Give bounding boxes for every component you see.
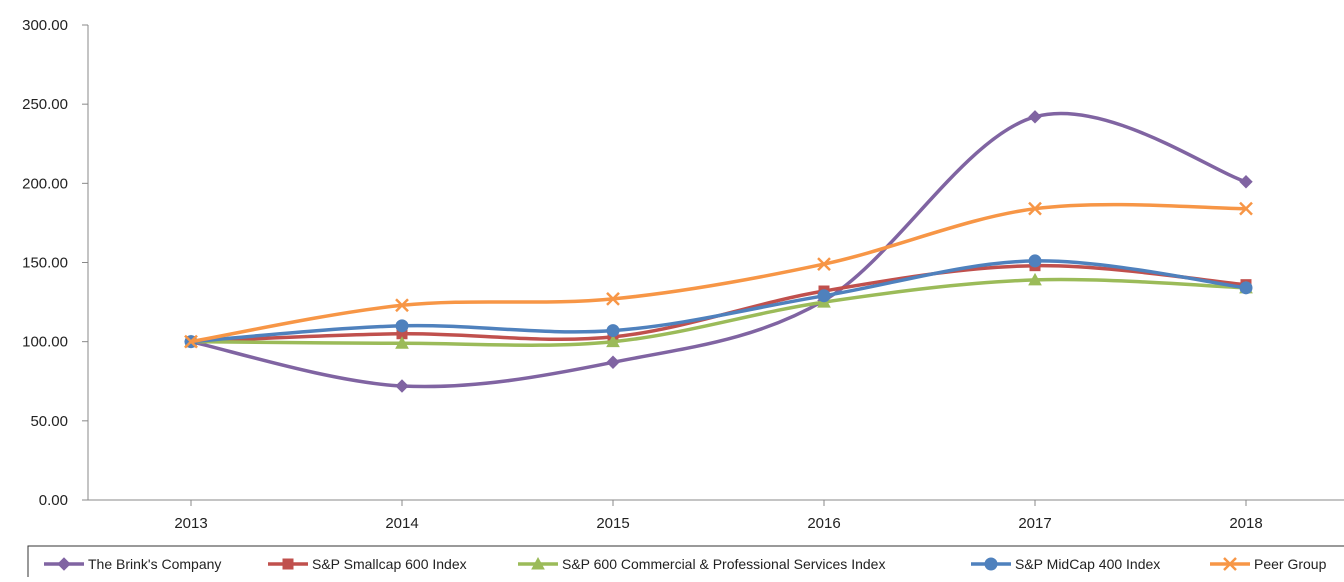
legend-label: S&P Smallcap 600 Index — [312, 556, 467, 572]
series-group — [184, 110, 1253, 393]
x-tick-label: 2015 — [596, 515, 629, 532]
axes: 0.00 50.00 100.00 150.00 200.00 250.00 300.00 2… — [22, 17, 1344, 532]
legend-label: S&P MidCap 400 Index — [1015, 556, 1160, 572]
series-line — [190, 259, 1247, 344]
data-point — [1239, 175, 1253, 189]
series-line — [190, 263, 1247, 344]
y-tick-label: 150.00 — [22, 255, 68, 272]
x-marker-stroke — [1223, 557, 1237, 571]
x-marker-stroke — [606, 292, 620, 306]
legend-item: Peer Group — [1210, 556, 1327, 572]
legend-swatch-marker — [531, 556, 545, 570]
x-marker-stroke — [395, 298, 409, 313]
legend-label: S&P 600 Commercial & Professional Servic… — [562, 556, 885, 572]
x-tick-label: 2017 — [1018, 515, 1051, 532]
x-marker-stroke — [184, 334, 198, 349]
series-1 — [185, 260, 1252, 348]
legend-item: S&P MidCap 400 Index — [971, 556, 1160, 572]
data-point — [184, 334, 198, 349]
data-point — [395, 319, 409, 333]
y-tick-label: 300.00 — [22, 17, 68, 34]
data-point — [395, 298, 409, 313]
x-marker-stroke — [1028, 201, 1042, 216]
data-point — [606, 324, 620, 338]
data-point — [1028, 110, 1042, 124]
legend-swatch-marker — [1223, 557, 1237, 571]
legend-item: The Brink's Company — [44, 556, 221, 572]
data-point — [395, 379, 409, 393]
data-point — [606, 355, 620, 369]
x-tick-label: 2014 — [385, 515, 418, 532]
data-point — [1028, 201, 1042, 216]
y-tick-label: 200.00 — [22, 175, 68, 192]
legend-swatch-marker — [984, 557, 998, 571]
data-point — [1239, 201, 1253, 216]
x-tick-label: 2016 — [807, 515, 840, 532]
y-tick-label: 250.00 — [22, 96, 68, 113]
data-point — [817, 257, 831, 271]
data-point — [395, 336, 409, 349]
series-line — [190, 111, 1247, 389]
series-0 — [184, 110, 1253, 393]
legend-box — [27, 545, 1344, 581]
series-line — [190, 277, 1247, 347]
data-point — [606, 334, 620, 348]
x-tick-label: 2013 — [174, 515, 207, 532]
data-point — [606, 292, 620, 306]
data-point — [1239, 281, 1253, 295]
legend-item: S&P 600 Commercial & Professional Servic… — [518, 556, 885, 572]
legend: The Brink's Company S&P Smallcap 600 Inde… — [27, 545, 1344, 581]
legend-swatch-marker — [282, 558, 294, 570]
legend-item: S&P Smallcap 600 Index — [268, 556, 467, 572]
series-line — [190, 202, 1247, 344]
x-marker-stroke — [817, 257, 831, 271]
y-tick-label: 50.00 — [30, 413, 68, 430]
legend-swatch-marker — [57, 557, 71, 571]
x-marker-stroke — [1239, 201, 1253, 216]
y-tick-label: 0.00 — [39, 492, 68, 509]
x-tick-label: 2018 — [1229, 515, 1262, 532]
y-tick-label: 100.00 — [22, 334, 68, 351]
legend-label: The Brink's Company — [88, 556, 221, 572]
data-point — [1028, 254, 1042, 268]
data-point — [817, 289, 831, 303]
legend-label: Peer Group — [1254, 556, 1327, 572]
data-point — [1028, 272, 1042, 286]
series-4 — [184, 201, 1253, 349]
